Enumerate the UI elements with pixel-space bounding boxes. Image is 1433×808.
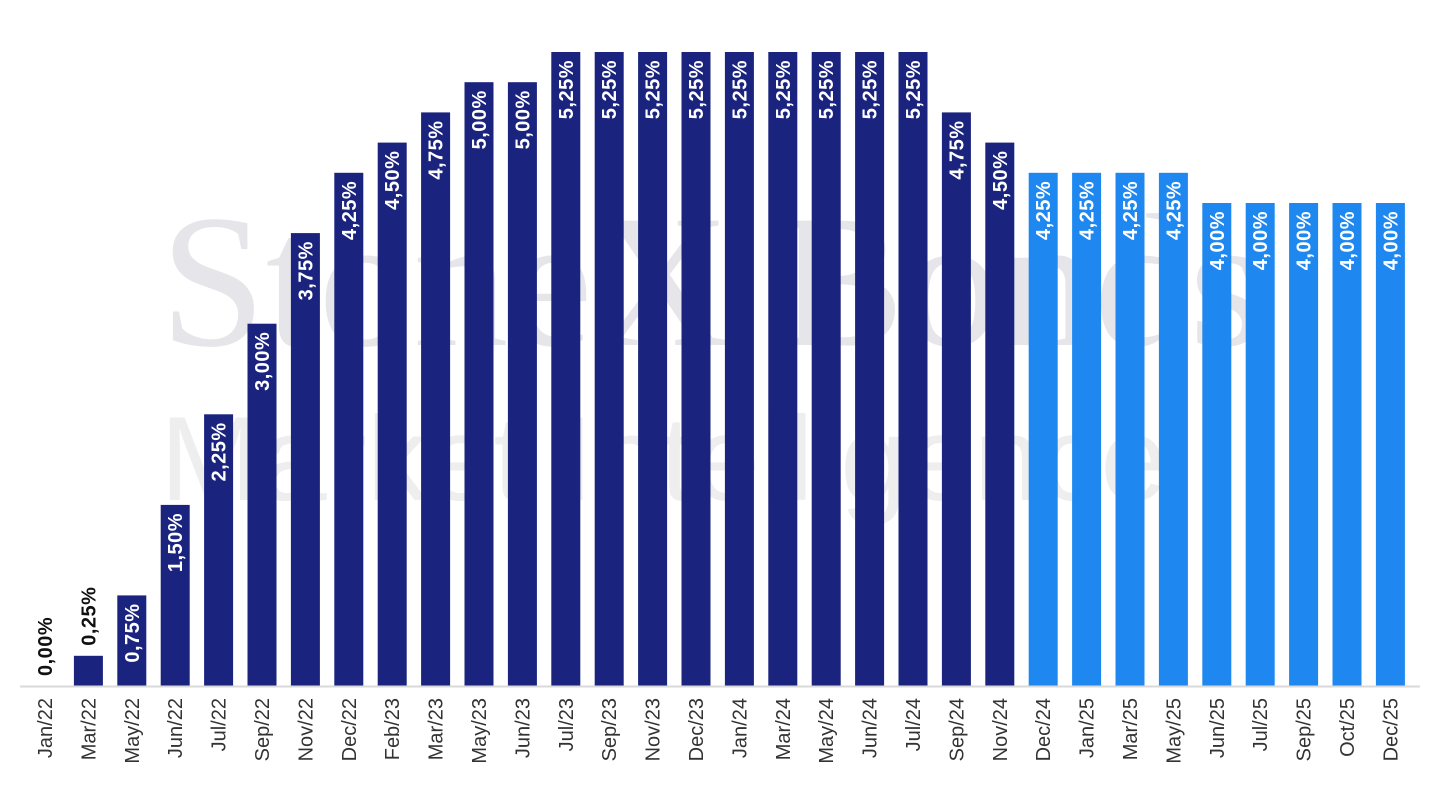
x-tick-label: Nov/24: [990, 698, 1012, 761]
bar-feb-23: [377, 142, 407, 687]
bar-sep-22: [247, 323, 277, 686]
x-tick-label: Dec/23: [686, 698, 708, 761]
bar-value-label: 5,25%: [860, 60, 882, 119]
bar-sep-25: [1289, 203, 1319, 686]
bar-value-label: 3,75%: [295, 241, 317, 300]
x-tick-label: Jul/24: [903, 698, 925, 751]
bar-value-label: 4,25%: [1077, 181, 1099, 240]
bar-value-label: 4,50%: [382, 151, 404, 210]
bar-value-label: 4,00%: [1207, 211, 1229, 270]
bar-value-label: 4,25%: [339, 181, 361, 240]
bar-may-24: [811, 52, 841, 686]
bar-jul-24: [898, 52, 928, 686]
bar-oct-25: [1332, 203, 1362, 686]
bar-jul-23: [551, 52, 581, 686]
x-tick-label: May/23: [469, 698, 491, 764]
x-tick-label: Jun/23: [512, 698, 534, 758]
bar-value-label: 4,25%: [1163, 181, 1185, 240]
bar-value-label: 3,00%: [252, 332, 274, 391]
bar-value-label: 5,25%: [643, 60, 665, 119]
bar-value-label: 4,25%: [1120, 181, 1142, 240]
x-tick-label: Mar/24: [773, 698, 795, 760]
bar-value-label: 0,00%: [35, 617, 57, 676]
bar-nov-24: [985, 142, 1015, 687]
x-tick-label: Sep/23: [599, 698, 621, 761]
bar-value-label: 4,00%: [1294, 211, 1316, 270]
x-tick-label: Jul/22: [209, 698, 231, 751]
bar-dec-25: [1375, 203, 1405, 686]
bar-value-label: 4,75%: [426, 120, 448, 179]
bar-series: 0,00% 0,25% 0,75% 1,50% 2,25% 3,00% 3,75% 4,25%…: [35, 52, 1405, 687]
x-tick-label: Jan/22: [35, 698, 57, 758]
bar-dec-24: [1028, 172, 1058, 687]
bar-value-label: 2,25%: [209, 422, 231, 481]
x-tick-label: May/24: [816, 698, 838, 764]
bar-value-label: 4,00%: [1380, 211, 1402, 270]
bar-mar-24: [768, 52, 798, 686]
bar-value-label: 4,00%: [1337, 211, 1359, 270]
bar-value-label: 5,25%: [816, 60, 838, 119]
x-tick-label: Nov/22: [295, 698, 317, 761]
x-axis-tick-labels: Jan/22 Mar/22 May/22 Jun/22 Jul/22 Sep/22 Nov/…: [35, 698, 1402, 764]
bar-jun-23: [507, 82, 537, 686]
bar-value-label: 5,25%: [773, 60, 795, 119]
bar-jul-25: [1245, 203, 1275, 686]
x-tick-label: Oct/25: [1337, 698, 1359, 757]
x-tick-label: Jul/23: [556, 698, 578, 751]
x-tick-label: May/22: [122, 698, 144, 764]
bar-dec-23: [681, 52, 711, 686]
bar-value-label: 4,00%: [1250, 211, 1272, 270]
x-tick-label: Mar/23: [426, 698, 448, 760]
x-tick-label: Jan/24: [729, 698, 751, 758]
bar-value-label: 1,50%: [165, 513, 187, 572]
bar-value-label: 5,25%: [729, 60, 751, 119]
bar-value-label: 4,50%: [990, 151, 1012, 210]
x-tick-label: Dec/22: [339, 698, 361, 761]
x-tick-label: Jun/24: [860, 698, 882, 758]
bar-value-label: 5,25%: [686, 60, 708, 119]
x-tick-label: Sep/24: [946, 698, 968, 761]
x-tick-label: May/25: [1163, 698, 1185, 764]
x-tick-label: Jul/25: [1250, 698, 1272, 751]
bar-value-label: 5,25%: [903, 60, 925, 119]
bar-jan-24: [724, 52, 754, 686]
bar-sep-23: [594, 52, 624, 686]
bar-may-23: [464, 82, 494, 686]
x-tick-label: Jun/25: [1207, 698, 1229, 758]
bar-nov-23: [638, 52, 668, 686]
bar-jul-22: [204, 414, 234, 686]
bar-value-label: 4,75%: [946, 120, 968, 179]
bar-jun-22: [160, 504, 190, 686]
bar-mar-25: [1115, 172, 1145, 687]
bar-may-25: [1158, 172, 1188, 687]
x-tick-label: Dec/25: [1380, 698, 1402, 761]
x-tick-label: Feb/23: [382, 698, 404, 760]
x-tick-label: Jun/22: [165, 698, 187, 758]
bar-may-22: [117, 595, 147, 686]
bar-sep-24: [941, 112, 971, 686]
x-tick-label: Jan/25: [1077, 698, 1099, 758]
bar-value-label: 5,00%: [512, 90, 534, 149]
bar-jun-25: [1202, 203, 1232, 686]
bar-value-label: 0,75%: [122, 603, 144, 662]
bar-value-label: 0,25%: [78, 587, 100, 646]
x-tick-label: Mar/22: [78, 698, 100, 760]
bar-mar-22: [73, 655, 103, 686]
bar-value-label: 5,25%: [599, 60, 621, 119]
x-tick-label: Mar/25: [1120, 698, 1142, 760]
bar-mar-23: [421, 112, 451, 686]
x-tick-label: Dec/24: [1033, 698, 1055, 761]
x-tick-label: Sep/22: [252, 698, 274, 761]
bar-jun-24: [855, 52, 885, 686]
bar-dec-22: [334, 172, 364, 687]
bar-value-label: 5,00%: [469, 90, 491, 149]
bar-nov-22: [290, 233, 320, 686]
bar-value-label: 4,25%: [1033, 181, 1055, 240]
x-tick-label: Sep/25: [1294, 698, 1316, 761]
x-tick-label: Nov/23: [643, 698, 665, 761]
bar-value-label: 5,25%: [556, 60, 578, 119]
bar-jan-25: [1072, 172, 1102, 687]
